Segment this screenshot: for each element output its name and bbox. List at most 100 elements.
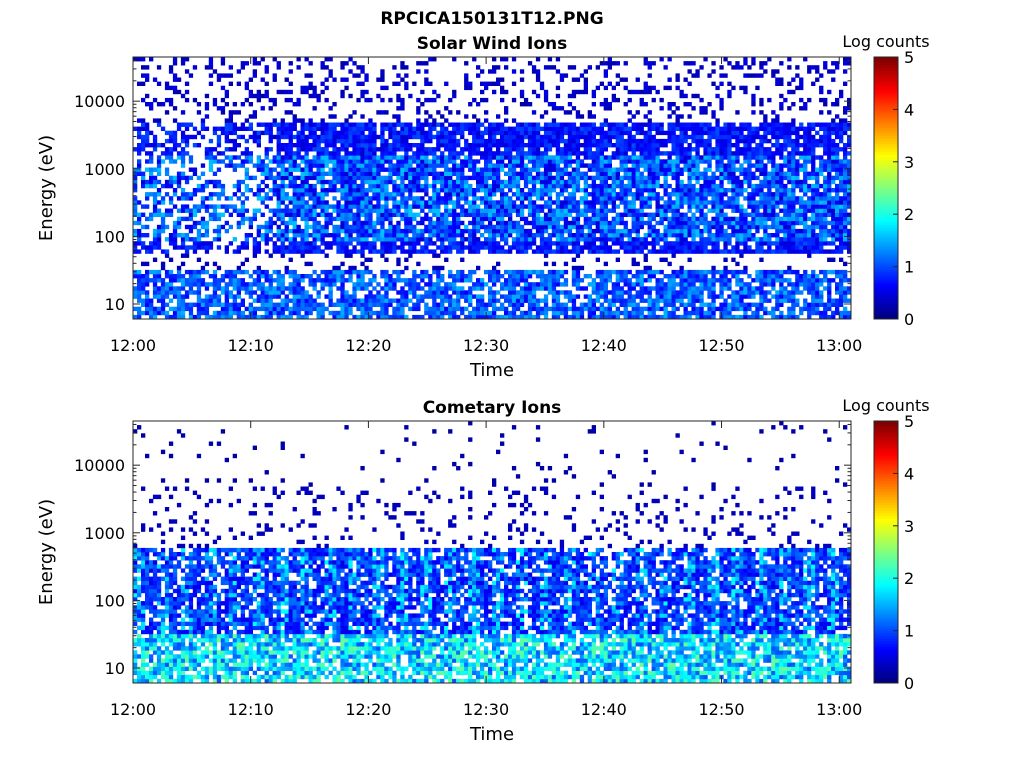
heatmap-cell	[404, 294, 409, 299]
heatmap-cell	[208, 167, 214, 172]
heatmap-cell	[344, 216, 349, 222]
heatmap-cell	[511, 175, 517, 181]
heatmap-cell	[324, 282, 329, 287]
heatmap-cell	[228, 130, 233, 136]
heatmap-cell	[232, 110, 237, 115]
heatmap-cell	[164, 167, 170, 172]
heatmap-cell	[659, 126, 664, 131]
heatmap-cell	[647, 204, 652, 209]
heatmap-cell	[555, 212, 561, 217]
heatmap-cell	[651, 151, 656, 156]
heatmap-cell	[436, 290, 441, 295]
heatmap-cell	[511, 314, 517, 320]
heatmap-cell	[448, 151, 453, 156]
heatmap-cell	[172, 57, 178, 62]
heatmap-cell	[156, 237, 162, 242]
heatmap-cell	[631, 114, 636, 119]
heatmap-cell	[464, 179, 469, 185]
heatmap-cell	[356, 314, 361, 320]
heatmap-cell	[420, 220, 425, 226]
heatmap-cell	[420, 245, 425, 250]
heatmap-cell	[428, 114, 433, 119]
heatmap-cell	[575, 253, 581, 258]
heatmap-cell	[519, 134, 525, 140]
heatmap-cell	[539, 188, 545, 193]
heatmap-cell	[236, 290, 241, 295]
heatmap-cell	[316, 122, 321, 127]
heatmap-cell	[603, 155, 608, 160]
heatmap-cell	[152, 233, 158, 238]
heatmap-cell	[663, 290, 668, 295]
heatmap-cell	[547, 147, 553, 152]
heatmap-cell	[352, 269, 357, 275]
heatmap-cell	[432, 155, 437, 160]
heatmap-cell	[643, 147, 648, 152]
heatmap-cell	[404, 314, 409, 320]
heatmap-cell	[432, 204, 437, 209]
heatmap-cell	[220, 314, 226, 320]
heatmap-cell	[599, 167, 604, 172]
heatmap-cell	[432, 228, 437, 234]
heatmap-cell	[164, 286, 170, 291]
heatmap-cell	[444, 163, 449, 168]
heatmap-cell	[276, 65, 281, 70]
heatmap-cell	[296, 143, 301, 148]
heatmap-cell	[599, 130, 604, 136]
heatmap-cell	[444, 175, 449, 181]
heatmap-cell	[260, 130, 265, 136]
heatmap-cell	[603, 163, 608, 168]
heatmap-cell	[164, 269, 170, 275]
heatmap-cell	[436, 294, 441, 299]
heatmap-cell	[260, 212, 265, 217]
heatmap-cell	[599, 306, 604, 312]
heatmap-cell	[627, 233, 632, 238]
heatmap-cell	[555, 155, 561, 160]
heatmap-cell	[268, 97, 273, 103]
heatmap-cell	[623, 138, 628, 144]
heatmap-cell	[416, 294, 421, 299]
heatmap-cell	[360, 298, 365, 303]
heatmap-cell	[280, 314, 285, 320]
heatmap-cell	[428, 216, 433, 222]
heatmap-cell	[360, 241, 365, 246]
heatmap-cell	[280, 286, 285, 291]
heatmap-cell	[184, 122, 190, 127]
heatmap-cell	[603, 143, 608, 148]
heatmap-cell	[312, 143, 317, 148]
heatmap-cell	[436, 302, 441, 307]
heatmap-cell	[256, 233, 261, 238]
heatmap-cell	[523, 134, 529, 140]
heatmap-cell	[216, 167, 222, 172]
heatmap-cell	[615, 134, 620, 140]
heatmap-cell	[149, 175, 154, 181]
heatmap-cell	[615, 147, 620, 152]
heatmap-cell	[264, 294, 269, 299]
heatmap-cell	[180, 138, 186, 144]
heatmap-cell	[523, 97, 529, 103]
heatmap-cell	[308, 298, 313, 303]
heatmap-cell	[137, 118, 142, 123]
heatmap-cell	[372, 155, 377, 160]
heatmap-cell	[635, 171, 640, 176]
heatmap-cell	[508, 220, 513, 226]
heatmap-cell	[531, 163, 537, 168]
heatmap-cell	[360, 93, 365, 99]
heatmap-cell	[212, 237, 218, 242]
heatmap-cell	[535, 73, 541, 78]
heatmap-cell	[436, 163, 441, 168]
heatmap-cell	[480, 171, 485, 176]
heatmap-cell	[659, 106, 664, 111]
heatmap-cell	[236, 249, 241, 254]
heatmap-cell	[420, 249, 425, 254]
heatmap-cell	[543, 261, 549, 267]
heatmap-cell	[296, 167, 301, 172]
heatmap-cell	[400, 314, 405, 320]
heatmap-cell	[364, 77, 369, 82]
heatmap-cell	[551, 130, 557, 136]
heatmap-cell	[356, 216, 361, 222]
heatmap-cell	[555, 245, 561, 250]
heatmap-cell	[408, 286, 413, 291]
heatmap-cell	[272, 57, 277, 62]
heatmap-cell	[635, 216, 640, 222]
heatmap-cell	[188, 167, 194, 172]
